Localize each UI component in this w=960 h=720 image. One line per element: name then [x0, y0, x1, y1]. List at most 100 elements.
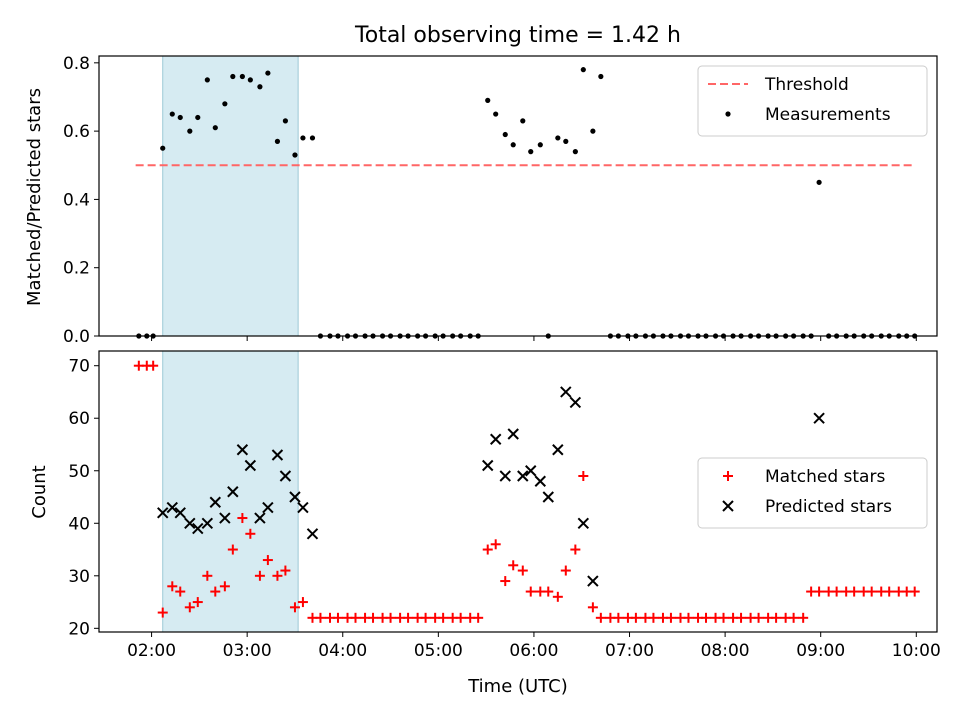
top-y-axis-label: Matched/Predicted stars — [24, 88, 45, 306]
predicted-stars-point — [227, 486, 239, 498]
predicted-stars-point — [569, 396, 582, 409]
measurements-point — [247, 77, 253, 83]
predicted-stars-point — [577, 517, 590, 529]
y-tick-label: 0.8 — [63, 54, 90, 74]
matched-stars-point — [630, 612, 641, 623]
matched-stars-point — [736, 612, 747, 623]
predicted-stars-point — [560, 386, 572, 398]
matched-stars-point — [455, 612, 466, 623]
matched-stars-point — [227, 544, 238, 555]
measurements-point — [204, 77, 210, 83]
matched-stars-point — [849, 586, 860, 597]
bottom-y-axis-label: Count — [29, 465, 50, 518]
legend-measurements-label: Measurements — [765, 105, 891, 125]
measurements-point — [187, 128, 193, 134]
observing-window-span — [162, 351, 299, 632]
predicted-stars-point — [534, 475, 547, 487]
predicted-stars-point — [542, 491, 554, 503]
matched-stars-point — [184, 602, 195, 613]
bottom-panel: 02:00 03:00 04:00 05:00 06:00 07:00 08:00 09:00… — [29, 350, 941, 697]
matched-stars-point — [157, 607, 168, 618]
measurements-point — [555, 135, 561, 141]
matched-stars-point — [245, 528, 256, 539]
predicted-stars-point — [174, 507, 186, 519]
matched-stars-point — [683, 612, 694, 623]
x-tick-label: 10:00 — [892, 641, 941, 661]
plot-frame — [98, 350, 938, 633]
bottom-legend: Matched stars Predicted stars — [697, 457, 928, 529]
predicted-stars-point — [254, 512, 266, 524]
matched-stars-point — [517, 565, 528, 576]
matched-stars-point — [560, 565, 571, 576]
matched-stars-point — [262, 555, 273, 566]
matched-stars-point — [289, 602, 300, 613]
predicted-stars-point — [201, 517, 214, 529]
matched-stars-point — [315, 612, 326, 623]
matched-stars-point — [192, 597, 203, 608]
measurements-point — [563, 138, 569, 144]
matched-stars-point — [482, 544, 493, 555]
measurements-point — [537, 142, 543, 148]
measurements-point — [222, 101, 228, 107]
measurements-point — [520, 118, 526, 124]
matched-stars-point — [648, 612, 659, 623]
legend-matched-stars-label: Matched stars — [765, 467, 885, 487]
matched-stars-point — [385, 612, 396, 623]
predicted-stars-point — [289, 491, 301, 503]
matched-stars-point — [350, 612, 361, 623]
predicted-stars-point — [184, 517, 196, 529]
predicted-stars-point — [587, 575, 599, 587]
legend-matched-stars-swatch — [723, 471, 733, 481]
matched-stars-point — [753, 612, 764, 623]
predicted-stars-point — [813, 412, 825, 424]
predicted-stars-point — [507, 428, 519, 440]
predicted-stars-point — [262, 501, 274, 514]
matched-stars-point — [490, 539, 501, 550]
x-tick-label: 06:00 — [509, 641, 558, 661]
y-tick-label: 20 — [68, 619, 90, 639]
x-tick-label: 05:00 — [414, 641, 463, 661]
predicted-stars-point — [499, 470, 511, 482]
predicted-stars-point — [244, 459, 257, 472]
matched-stars-point — [788, 612, 799, 623]
measurements-point — [485, 97, 491, 103]
y-tick-label: 60 — [68, 409, 90, 429]
y-tick-label: 40 — [68, 514, 90, 534]
y-tick-label: 0.6 — [63, 122, 90, 142]
measurements-point — [282, 118, 288, 124]
legend-box — [697, 65, 928, 137]
predicted-stars-point — [297, 501, 309, 514]
matched-stars-point — [613, 612, 624, 623]
matched-stars-point — [272, 570, 283, 581]
measurements-point — [816, 179, 822, 185]
measurements-point — [572, 149, 578, 155]
matched-stars-point — [508, 560, 519, 571]
measurements-point — [239, 73, 245, 80]
predicted-stars-point — [209, 496, 222, 508]
chart-title: Total observing time = 1.42 h — [354, 23, 681, 48]
plot-frame — [98, 55, 938, 337]
y-tick-label: 0.2 — [63, 259, 90, 279]
matched-stars-point — [587, 602, 598, 613]
y-tick-label: 30 — [68, 567, 90, 587]
matched-stars-point — [332, 612, 343, 623]
y-tick-label: 50 — [68, 462, 90, 482]
matched-stars-point — [700, 612, 711, 623]
predicted-stars-point — [517, 470, 529, 482]
measurements-point — [598, 73, 604, 80]
y-tick-label: 0.0 — [63, 327, 90, 347]
predicted-stars-point — [236, 444, 249, 456]
matched-stars-point — [595, 612, 606, 623]
measurements-point — [257, 84, 263, 90]
top-panel: 0.00.20.40.60.8 Matched/Predicted stars … — [24, 54, 938, 347]
measurements-point — [177, 114, 183, 121]
measurements-point — [195, 114, 201, 121]
predicted-stars-point — [166, 501, 178, 514]
matched-stars-point — [280, 565, 291, 576]
matched-stars-point — [665, 612, 676, 623]
predicted-stars-point — [489, 433, 502, 445]
matched-stars-point — [831, 586, 842, 597]
x-tick-label: 08:00 — [701, 641, 750, 661]
matched-stars-point — [570, 544, 581, 555]
